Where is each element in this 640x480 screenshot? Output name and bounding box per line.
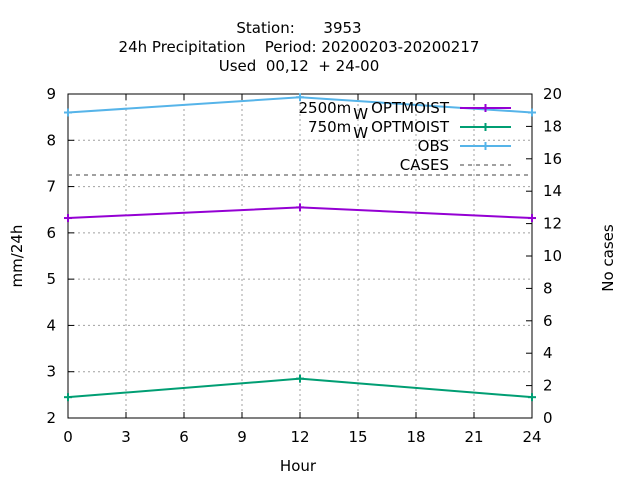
- y-tick-label: 7: [46, 178, 56, 196]
- x-axis-label: Hour: [280, 457, 317, 475]
- x-tick-label: 3: [121, 428, 131, 446]
- x-tick-label: 24: [522, 428, 541, 446]
- chart-title-line-2: 24h Precipitation Period: 20200203-20200…: [119, 38, 480, 56]
- x-tick-label: 21: [464, 428, 483, 446]
- series-750m: [64, 374, 536, 402]
- y2-tick-label: 14: [543, 182, 562, 200]
- series-2500m: [64, 203, 536, 223]
- y-tick-label: 2: [46, 409, 56, 427]
- chart-title-line-3: Used 00,12 + 24-00: [219, 57, 379, 75]
- grid-lines: [68, 94, 532, 418]
- legend-label: OBS: [418, 137, 449, 155]
- y2-tick-label: 10: [543, 247, 562, 265]
- x-tick-label: 18: [406, 428, 425, 446]
- x-tick-label: 0: [63, 428, 73, 446]
- y2-tick-label: 6: [543, 312, 553, 330]
- y-tick-label: 8: [46, 131, 56, 149]
- y2-tick-label: 16: [543, 150, 562, 168]
- y-tick-label: 3: [46, 363, 56, 381]
- y-axis-label: mm/24h: [8, 225, 26, 288]
- legend-entry: 750m W OPTMOIST: [308, 118, 511, 142]
- legend-entry: CASES: [400, 156, 511, 174]
- y2-tick-label: 2: [543, 377, 553, 395]
- chart-title-line-1: Station: 3953: [236, 19, 361, 37]
- legend-label: 750m W OPTMOIST: [308, 118, 450, 142]
- y2-tick-label: 12: [543, 215, 562, 233]
- y-tick-label: 5: [46, 270, 56, 288]
- y-tick-label: 6: [46, 224, 56, 242]
- legend-label: 2500m W OPTMOIST: [298, 99, 449, 123]
- legend-label: CASES: [400, 156, 449, 174]
- x-tick-label: 6: [179, 428, 189, 446]
- y2-tick-label: 20: [543, 85, 562, 103]
- y2-tick-label: 18: [543, 117, 562, 135]
- x-tick-label: 12: [290, 428, 309, 446]
- y2-tick-label: 8: [543, 279, 553, 297]
- y-tick-label: 4: [46, 316, 56, 334]
- legend-entry: 2500m W OPTMOIST: [298, 99, 511, 123]
- y2-tick-label: 4: [543, 344, 553, 362]
- legend-entry: OBS: [418, 137, 511, 155]
- y-tick-label: 9: [46, 85, 56, 103]
- x-tick-label: 9: [237, 428, 247, 446]
- y2-tick-label: 0: [543, 409, 553, 427]
- x-tick-label: 15: [348, 428, 367, 446]
- y2-axis-label: No cases: [599, 224, 617, 292]
- series-obs: [64, 93, 536, 117]
- series-layer: [64, 93, 536, 402]
